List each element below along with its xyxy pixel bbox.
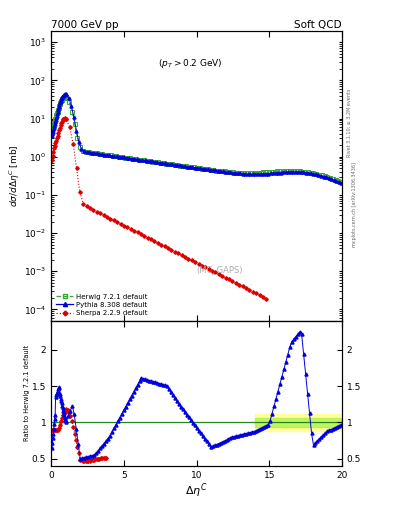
Text: Rivet 3.1.10; ≥ 3.2M events: Rivet 3.1.10; ≥ 3.2M events	[347, 89, 352, 157]
Legend: Herwig 7.2.1 default, Pythia 8.308 default, Sherpa 2.2.9 default: Herwig 7.2.1 default, Pythia 8.308 defau…	[55, 292, 149, 317]
Text: $(p_T > 0.2\ \mathrm{GeV})$: $(p_T > 0.2\ \mathrm{GeV})$	[158, 57, 223, 70]
Y-axis label: $d\sigma/d\Delta\eta^C$ [mb]: $d\sigma/d\Delta\eta^C$ [mb]	[8, 144, 22, 207]
X-axis label: $\Delta\eta^C$: $\Delta\eta^C$	[185, 481, 208, 500]
Y-axis label: Ratio to Herwig 7.2.1 default: Ratio to Herwig 7.2.1 default	[24, 345, 31, 441]
Text: (MC_GAPS): (MC_GAPS)	[196, 265, 243, 274]
Text: Soft QCD: Soft QCD	[294, 20, 342, 30]
Text: mcplots.cern.ch [arXiv:1306.3436]: mcplots.cern.ch [arXiv:1306.3436]	[352, 162, 357, 247]
Text: 7000 GeV pp: 7000 GeV pp	[51, 20, 119, 30]
